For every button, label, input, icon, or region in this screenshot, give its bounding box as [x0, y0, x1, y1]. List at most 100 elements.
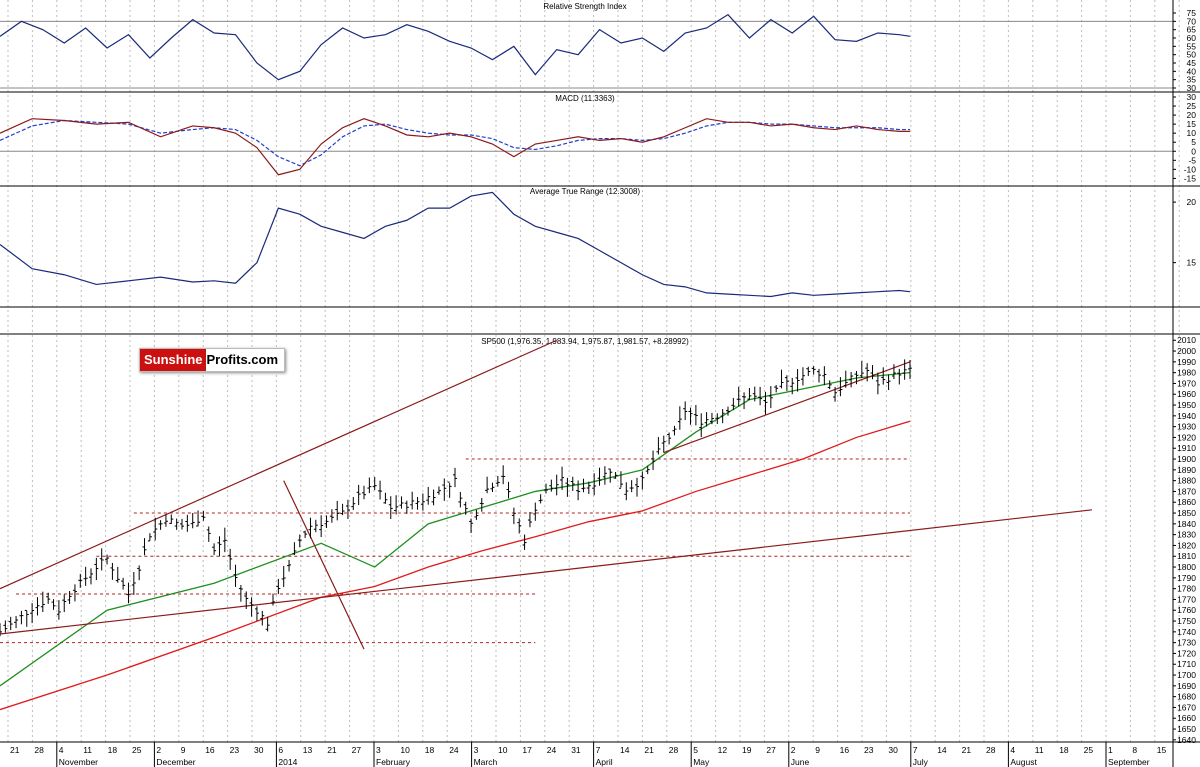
x-tick-label: 18: [108, 745, 118, 755]
y-tick-label: 1710: [1177, 659, 1196, 669]
x-tick-label: 14: [937, 745, 947, 755]
x-tick-label: 4: [1010, 745, 1015, 755]
y-tick-label: 1980: [1177, 368, 1196, 378]
macd-title: MACD (11.3363): [555, 94, 615, 103]
macd-line: [0, 118, 910, 176]
y-tick-label: 65: [1187, 25, 1197, 35]
logo-part-profits: Profits.com: [206, 352, 279, 367]
trend-line: [283, 480, 365, 650]
x-tick-label: 27: [352, 745, 362, 755]
price-title: SP500 (1,976.35, 1,983.94, 1,975.87, 1,9…: [481, 337, 689, 346]
x-tick-label: 2: [791, 745, 796, 755]
y-tick-label: 1860: [1177, 497, 1196, 507]
y-tick-label: 1760: [1177, 605, 1196, 615]
x-tick-label: 31: [571, 745, 581, 755]
month-label: December: [156, 757, 195, 767]
x-tick-label: 7: [913, 745, 918, 755]
x-tick-label: 3: [376, 745, 381, 755]
ma200-line: [0, 420, 911, 711]
sunshine-profits-logo: Sunshine Profits.com: [139, 348, 286, 372]
x-tick-label: 28: [34, 745, 44, 755]
month-label: March: [474, 757, 498, 767]
y-tick-label: 1830: [1177, 530, 1196, 540]
y-tick-label: 50: [1187, 50, 1197, 60]
y-tick-label: 20: [1187, 197, 1197, 207]
x-tick-label: 21: [10, 745, 20, 755]
x-tick-label: 6: [278, 745, 283, 755]
x-tick-label: 9: [815, 745, 820, 755]
x-tick-label: 17: [522, 745, 532, 755]
x-tick-label: 11: [1035, 745, 1044, 755]
y-tick-label: 1820: [1177, 540, 1196, 550]
y-tick-label: -15: [1184, 173, 1197, 183]
trend-line: [0, 509, 1093, 635]
x-tick-label: 23: [864, 745, 874, 755]
month-label: November: [59, 757, 98, 767]
x-tick-label: 14: [620, 745, 630, 755]
x-tick-label: 28: [986, 745, 996, 755]
month-label: February: [376, 757, 411, 767]
y-tick-label: 1650: [1177, 724, 1196, 734]
month-label: May: [693, 757, 710, 767]
y-tick-label: 1700: [1177, 670, 1196, 680]
y-tick-label: 1900: [1177, 454, 1196, 464]
y-tick-label: 70: [1187, 16, 1197, 26]
y-tick-label: 30: [1187, 92, 1197, 102]
x-tick-label: 28: [669, 745, 679, 755]
x-tick-label: 24: [547, 745, 557, 755]
price-panel: SP500 (1,976.35, 1,983.94, 1,975.87, 1,9…: [0, 335, 1196, 745]
x-axis: 21 28 4 11 18 25 2 9 16 23 30 6 13 21 27 3 10 18 24 3 10 17 24…: [10, 742, 1167, 767]
rsi-panel: Relative Strength Index 3035404550556065…: [0, 2, 1196, 93]
x-tick-label: 30: [254, 745, 264, 755]
y-tick-label: 1810: [1177, 551, 1196, 561]
x-tick-label: 27: [766, 745, 776, 755]
month-label: June: [791, 757, 810, 767]
x-tick-label: 18: [425, 745, 435, 755]
y-tick-label: 1770: [1177, 594, 1196, 604]
y-tick-label: 1880: [1177, 476, 1196, 486]
y-tick-label: 1670: [1177, 702, 1196, 712]
month-label: July: [913, 757, 929, 767]
x-tick-label: 7: [596, 745, 601, 755]
x-tick-label: 10: [498, 745, 508, 755]
x-tick-label: 16: [840, 745, 850, 755]
y-tick-label: 1750: [1177, 616, 1196, 626]
y-tick-label: 2010: [1177, 335, 1196, 345]
x-tick-label: 16: [205, 745, 215, 755]
y-tick-label: 1780: [1177, 584, 1196, 594]
y-tick-label: 1740: [1177, 627, 1196, 637]
x-tick-label: 25: [1084, 745, 1094, 755]
y-tick-label: 0: [1191, 146, 1196, 156]
x-tick-label: 18: [1059, 745, 1069, 755]
x-tick-label: 23: [230, 745, 240, 755]
y-tick-label: 1890: [1177, 465, 1196, 475]
y-tick-label: 1790: [1177, 573, 1196, 583]
month-label: April: [596, 757, 613, 767]
y-tick-label: 25: [1187, 101, 1197, 111]
y-tick-label: 1940: [1177, 411, 1196, 421]
y-tick-label: 1960: [1177, 389, 1196, 399]
x-tick-label: 11: [83, 745, 92, 755]
y-tick-label: 1930: [1177, 422, 1196, 432]
x-tick-label: 3: [474, 745, 479, 755]
y-tick-label: 1950: [1177, 400, 1196, 410]
x-tick-label: 10: [400, 745, 410, 755]
x-tick-label: 21: [962, 745, 972, 755]
y-tick-label: 1640: [1177, 735, 1196, 745]
y-tick-label: 1660: [1177, 713, 1196, 723]
atr-line: [0, 191, 911, 298]
y-tick-label: 2000: [1177, 346, 1196, 356]
x-tick-label: 30: [888, 745, 898, 755]
x-tick-label: 8: [1132, 745, 1137, 755]
y-tick-label: 40: [1187, 66, 1197, 76]
rsi-line: [0, 13, 911, 81]
y-tick-label: 10: [1187, 128, 1197, 138]
trend-line: [0, 339, 557, 590]
atr-title: Average True Range (12.3008): [530, 187, 640, 196]
y-tick-label: 1840: [1177, 519, 1196, 529]
y-tick-label: 1720: [1177, 648, 1196, 658]
x-tick-label: 24: [449, 745, 459, 755]
